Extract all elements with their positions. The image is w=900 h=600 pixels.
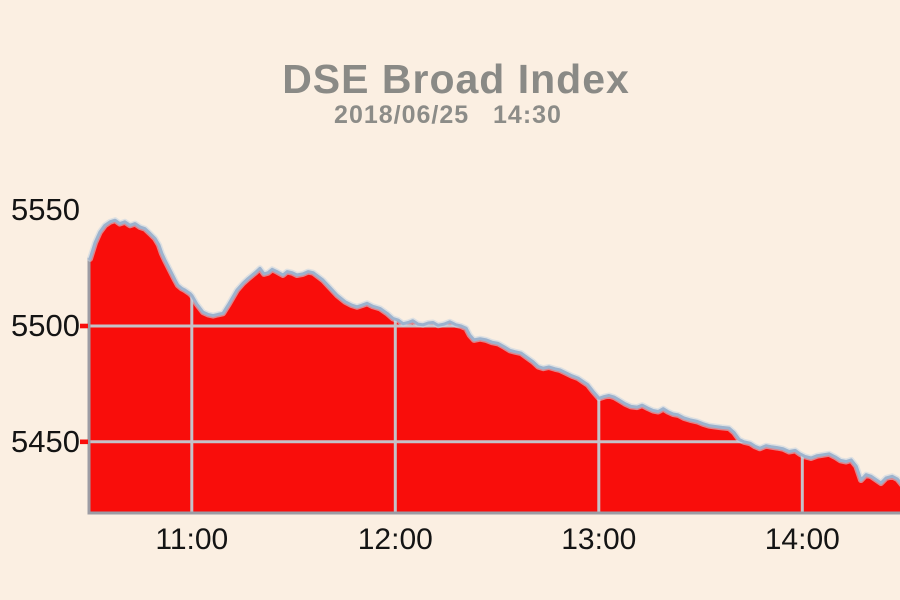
x-axis-label-12:00: 12:00 [357,523,433,556]
index-line [88,218,900,485]
y-axis-label-5550: 5550 [11,192,80,228]
x-axis-label-13:00: 13:00 [561,523,637,556]
index-area-fill [90,220,900,513]
y-tick-mark-5450 [80,439,88,445]
y-axis-label-5500: 5500 [11,308,80,343]
x-axis-label-11:00: 11:00 [155,523,229,556]
y-axis-label-5450: 5450 [11,423,80,459]
y-tick-mark-5500 [80,323,88,329]
x-axis-label-14:00: 14:00 [764,523,840,556]
chart-title: DSE Broad Index [282,56,630,102]
chart-subtitle: 2018/06/25 14:30 [334,101,562,129]
